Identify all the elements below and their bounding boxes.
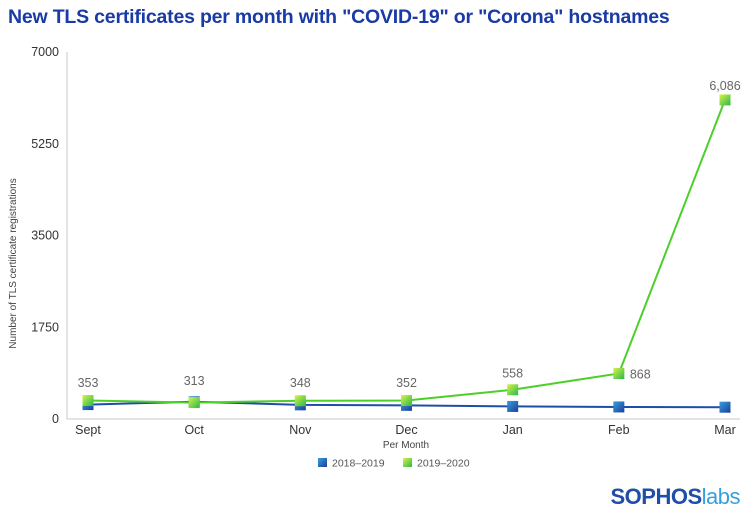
y-axis-label: Number of TLS certificate registrations xyxy=(8,178,19,348)
series-1-point-4 xyxy=(507,384,519,396)
y-tick-label-3: 5250 xyxy=(31,137,59,151)
data-label-1-5: 868 xyxy=(630,367,651,381)
series-1-point-5 xyxy=(613,367,625,379)
x-axis-label: Per Month xyxy=(383,440,429,451)
x-tick-label-0: Sept xyxy=(75,423,101,437)
logo-part-sophos: SOPHOS xyxy=(610,484,703,509)
series-1-point-6 xyxy=(719,94,731,106)
data-label-1-6: 6,086 xyxy=(709,79,740,93)
x-tick-label-4: Jan xyxy=(503,423,523,437)
logo-part-labs: labs xyxy=(701,484,741,509)
series-1-point-3 xyxy=(401,395,412,407)
y-tick-label-2: 3500 xyxy=(31,229,59,243)
series-1-point-2 xyxy=(294,395,306,407)
data-label-1-2: 348 xyxy=(290,376,311,390)
series-1-point-1 xyxy=(188,397,200,409)
data-label-1-0: 353 xyxy=(78,376,99,390)
series-1 xyxy=(82,94,731,409)
sophoslabs-logo: SOPHOSlabs xyxy=(611,484,741,510)
legend-swatch-1 xyxy=(403,458,412,467)
x-tick-label-1: Oct xyxy=(184,423,204,437)
legend-label-1: 2019–2020 xyxy=(417,458,470,470)
data-label-1-4: 558 xyxy=(502,367,523,381)
x-tick-label-5: Feb xyxy=(608,423,630,437)
data-label-1-3: 352 xyxy=(396,376,417,390)
legend-swatch-0 xyxy=(318,458,327,467)
series-line-1 xyxy=(87,99,726,404)
y-tick-label-4: 7000 xyxy=(31,45,59,59)
x-tick-label-6: Mar xyxy=(714,423,736,437)
series-0-point-5 xyxy=(613,401,625,413)
chart-title: New TLS certificates per month with "COV… xyxy=(8,6,670,28)
y-tick-label-1: 1750 xyxy=(31,320,59,334)
x-tick-label-2: Nov xyxy=(289,423,312,437)
series-0-point-4 xyxy=(507,400,519,412)
x-tick-label-3: Dec xyxy=(395,423,417,437)
data-label-1-1: 313 xyxy=(184,374,205,388)
legend-label-0: 2018–2019 xyxy=(332,458,385,470)
y-tick-label-0: 0 xyxy=(52,412,59,426)
series-0-point-6 xyxy=(719,401,731,413)
series-1-point-0 xyxy=(82,394,94,406)
